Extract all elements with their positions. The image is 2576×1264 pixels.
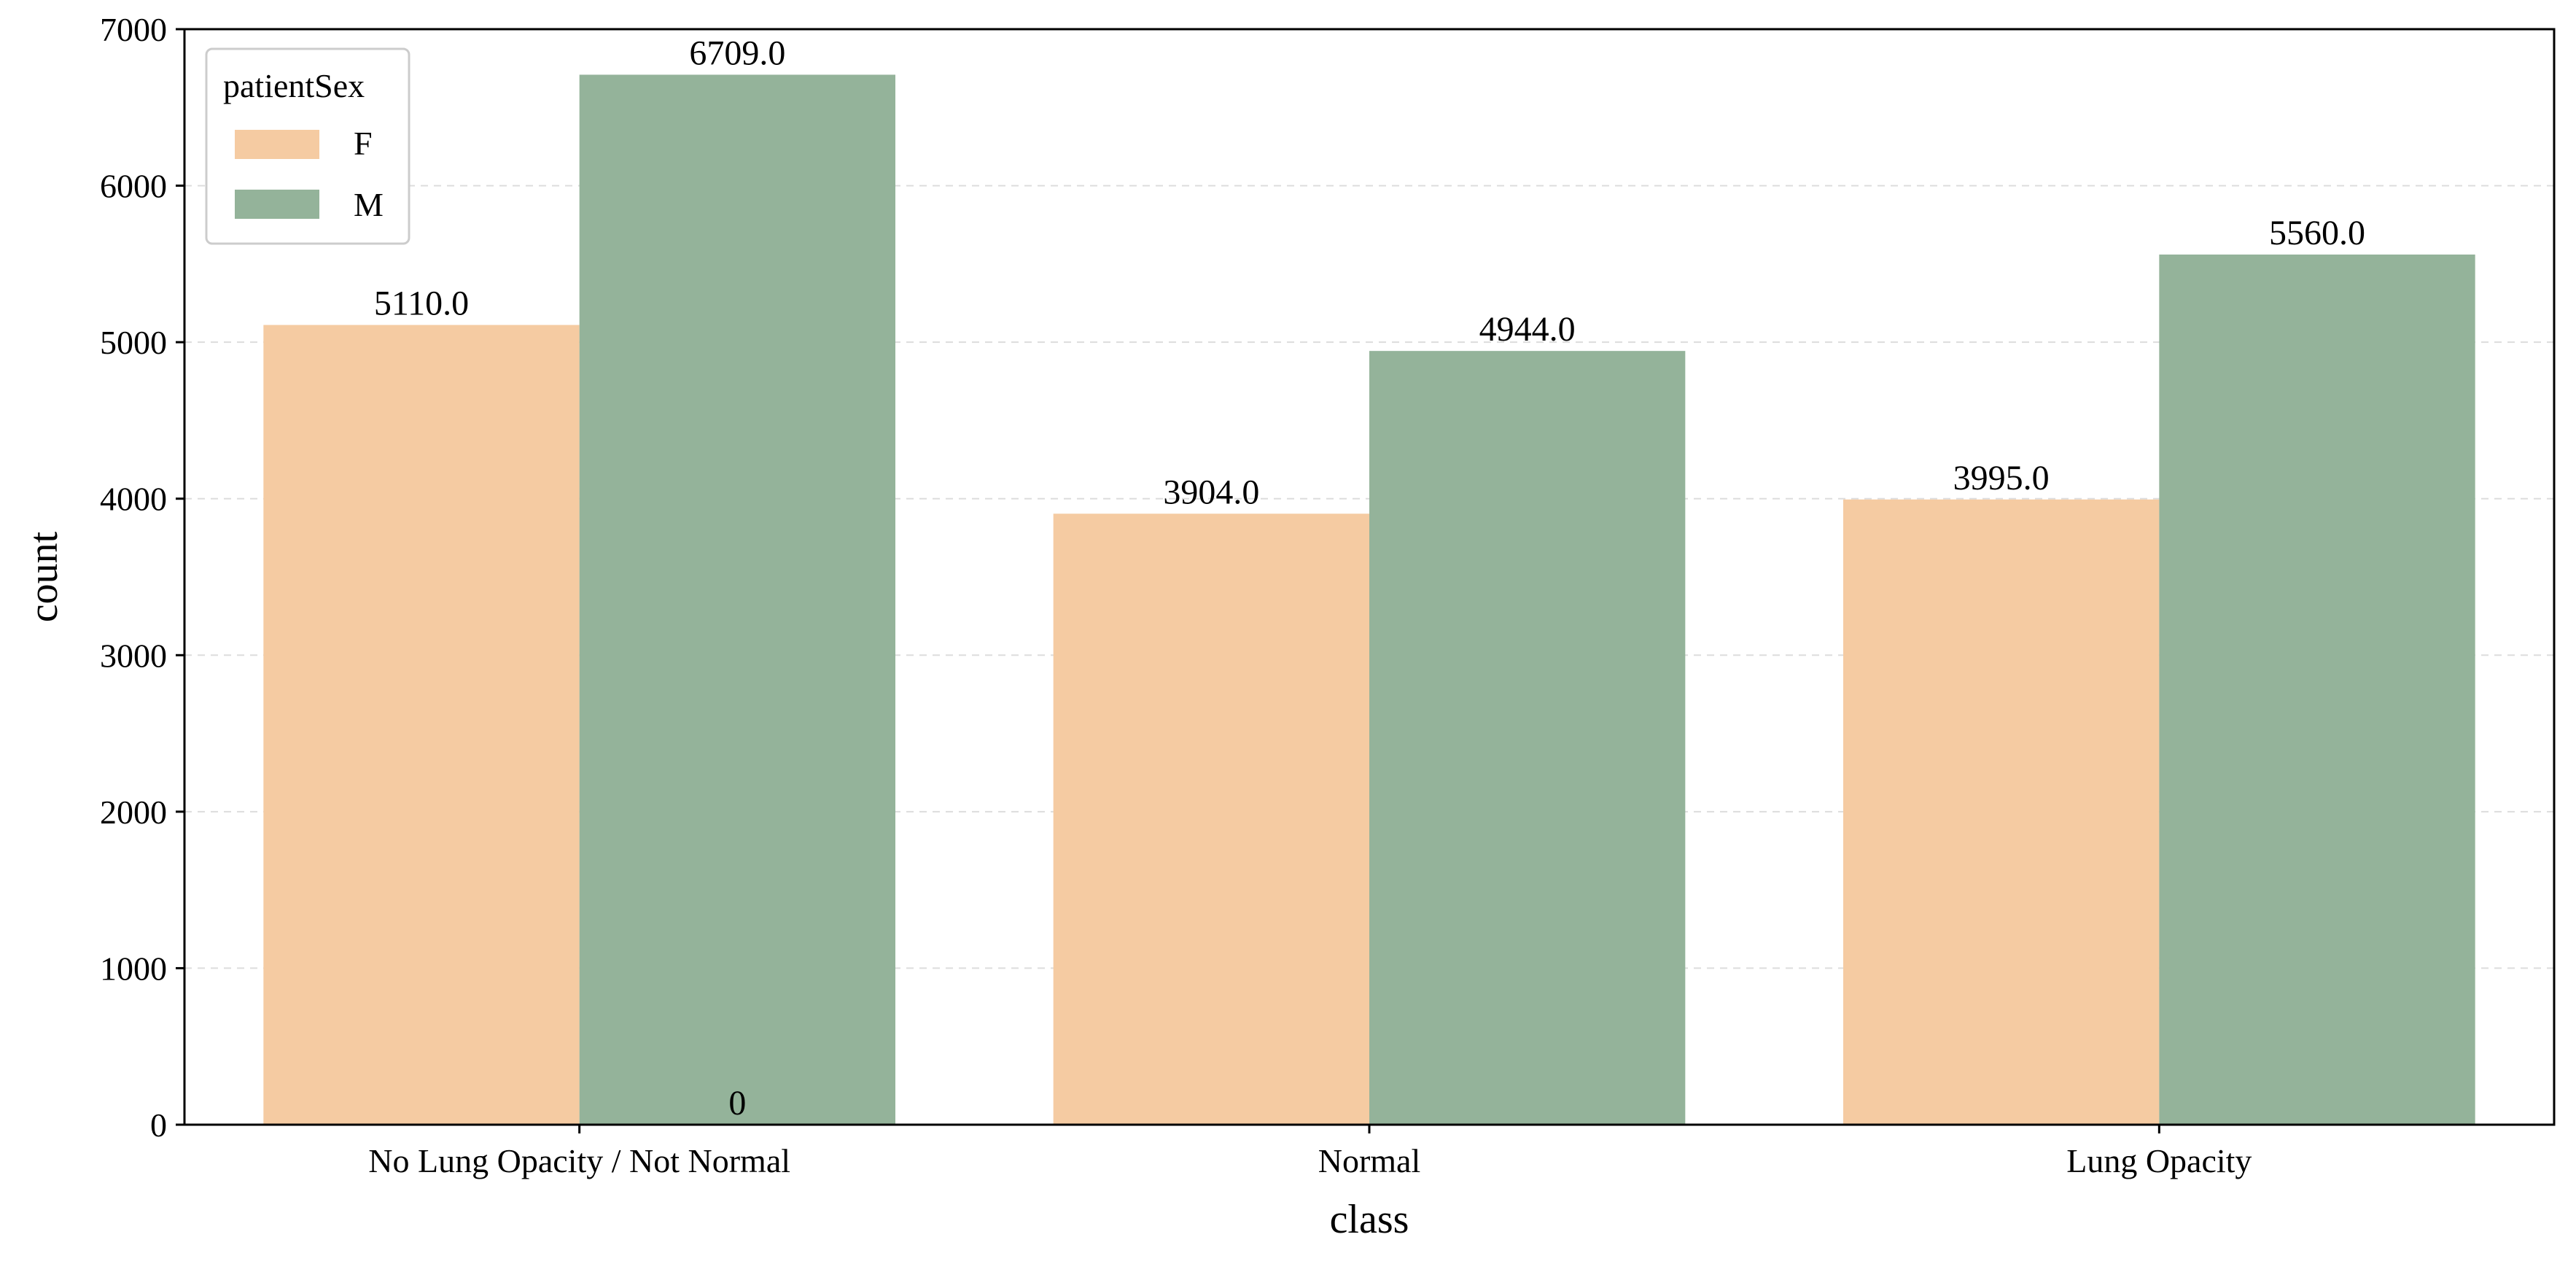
bar-m-1 [1369,351,1686,1125]
legend-title: patientSex [223,67,365,104]
bar-value-label: 3995.0 [1953,459,2050,497]
bar-f-1 [1053,513,1369,1125]
legend-swatch-f [235,130,319,159]
bar-f-0 [263,325,580,1125]
y-tick-label: 6000 [100,168,167,205]
x-axis-ticks: No Lung Opacity / Not Normal Normal Lung O… [368,1125,2252,1179]
legend-label-f: F [354,125,373,162]
y-axis-ticks: 0 1000 2000 3000 4000 5000 6000 7000 [100,11,184,1144]
y-tick-label: 7000 [100,11,167,48]
y-tick-label: 5000 [100,324,167,361]
bars [263,74,2475,1125]
zero-annotation: 0 [728,1084,746,1123]
bar-value-label: 5110.0 [374,284,469,323]
y-tick-label: 3000 [100,637,167,674]
x-axis-title: class [1330,1197,1409,1242]
bar-value-label: 6709.0 [689,34,785,72]
legend: patientSex F M [205,47,410,245]
bar-m-2 [2159,254,2475,1125]
bar-value-label: 3904.0 [1163,473,1259,511]
bar-f-2 [1843,499,2160,1125]
x-tick-label: Lung Opacity [2066,1142,2252,1179]
x-tick-label: Normal [1318,1142,1421,1179]
y-tick-label: 1000 [100,950,167,987]
legend-swatch-m [235,190,319,219]
bar-value-label: 4944.0 [1479,310,1576,349]
bar-value-labels: 5110.0 6709.0 3904.0 4944.0 3995.0 5560.0 0 [374,34,2365,1123]
y-tick-label: 2000 [100,794,167,831]
y-axis-title: count [21,531,66,622]
legend-label-m: M [354,186,384,223]
bar-m-0 [579,74,895,1125]
x-tick-label: No Lung Opacity / Not Normal [368,1142,790,1179]
y-tick-label: 0 [150,1106,167,1144]
y-tick-label: 4000 [100,481,167,518]
bar-value-label: 5560.0 [2269,214,2365,252]
